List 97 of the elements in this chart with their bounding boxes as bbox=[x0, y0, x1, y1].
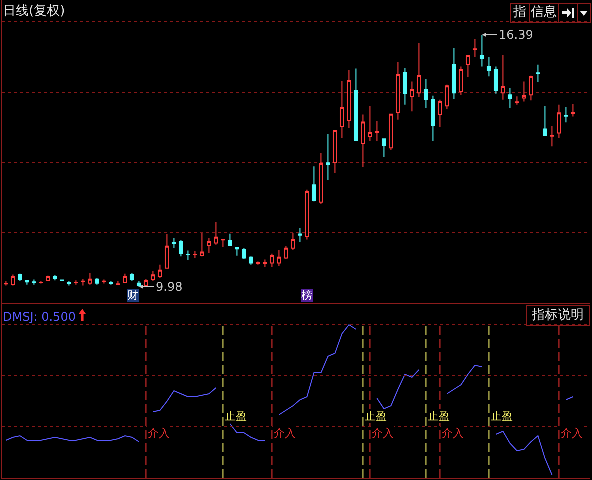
candlestick bbox=[500, 54, 506, 100]
candlestick bbox=[298, 228, 302, 243]
candlestick bbox=[52, 274, 58, 282]
candlestick bbox=[256, 261, 260, 266]
annotation: 止盈 bbox=[491, 410, 513, 423]
candlestick bbox=[346, 69, 352, 129]
candlestick bbox=[508, 88, 512, 109]
candlestick bbox=[542, 106, 548, 136]
candlestick bbox=[144, 278, 148, 286]
candlestick bbox=[262, 259, 268, 268]
candlestick bbox=[438, 99, 442, 128]
annotation: 介入 bbox=[274, 427, 296, 440]
candlestick bbox=[4, 280, 8, 286]
candlestick bbox=[228, 233, 232, 247]
candlestick bbox=[158, 264, 162, 279]
candlestick bbox=[550, 126, 554, 148]
candlestick bbox=[234, 247, 240, 256]
candlestick bbox=[270, 253, 274, 268]
candlestick bbox=[164, 234, 170, 269]
candlestick bbox=[326, 134, 330, 180]
candlestick bbox=[32, 279, 36, 286]
candlestick bbox=[340, 80, 344, 139]
candlestick bbox=[304, 189, 310, 240]
candlestick bbox=[248, 256, 254, 266]
candlestick bbox=[430, 95, 436, 142]
candlestick bbox=[130, 272, 134, 282]
candlestick bbox=[318, 152, 324, 204]
candlestick bbox=[186, 250, 190, 262]
annotation: 16.39 bbox=[499, 28, 534, 42]
candlestick bbox=[354, 68, 358, 142]
candlestick bbox=[556, 104, 562, 139]
candlestick bbox=[382, 138, 386, 158]
candlestick bbox=[24, 280, 30, 286]
candlestick bbox=[284, 246, 288, 260]
candlestick bbox=[46, 275, 50, 282]
candlestick bbox=[396, 62, 400, 120]
annotation: 信息 bbox=[529, 3, 559, 23]
candlestick bbox=[522, 81, 526, 102]
candlestick bbox=[402, 68, 408, 106]
candlestick bbox=[570, 104, 576, 118]
candlestick bbox=[452, 48, 456, 100]
candlestick bbox=[332, 130, 338, 174]
candlestick bbox=[122, 273, 128, 284]
candlestick bbox=[10, 274, 16, 286]
candlestick bbox=[192, 251, 198, 259]
candlestick bbox=[214, 222, 218, 246]
candlestick bbox=[108, 280, 114, 286]
annotation: 止盈 bbox=[225, 410, 247, 423]
candlestick bbox=[388, 114, 394, 152]
candlestick bbox=[424, 78, 428, 109]
candlestick bbox=[74, 280, 78, 286]
chart-title: DMSJ: 0.500 bbox=[3, 310, 76, 324]
candlestick bbox=[178, 240, 184, 258]
annotation: 介入 bbox=[442, 427, 464, 440]
candlestick bbox=[88, 272, 92, 286]
candlestick bbox=[116, 280, 120, 286]
annotation: 榜 bbox=[301, 289, 313, 302]
candlestick bbox=[528, 75, 534, 102]
candlestick bbox=[200, 232, 204, 258]
candlestick bbox=[486, 56, 492, 78]
candlestick bbox=[102, 279, 106, 284]
annotation: 财 bbox=[127, 289, 139, 302]
candlestick bbox=[564, 106, 568, 124]
candlestick bbox=[374, 120, 380, 142]
candlestick bbox=[536, 64, 540, 84]
candlestick bbox=[458, 66, 464, 96]
annotation: 介入 bbox=[372, 427, 394, 440]
chart-title: 日线(复权) bbox=[3, 4, 66, 19]
candlestick bbox=[416, 42, 422, 98]
candlestick bbox=[514, 96, 520, 106]
candlestick bbox=[466, 54, 470, 78]
candlestick bbox=[80, 278, 86, 286]
candlestick bbox=[410, 81, 414, 112]
candlestick bbox=[472, 38, 478, 58]
candlestick bbox=[220, 239, 226, 248]
annotation: 介入 bbox=[148, 427, 170, 440]
candlestick bbox=[276, 249, 282, 267]
candlestick bbox=[368, 106, 372, 142]
candlestick bbox=[38, 280, 44, 284]
candlestick bbox=[94, 278, 100, 286]
annotation: 指 bbox=[510, 3, 530, 23]
annotation: 介入 bbox=[561, 427, 583, 440]
text: 指标说明 bbox=[526, 305, 590, 326]
annotation: 止盈 bbox=[428, 410, 450, 423]
candlestick bbox=[172, 238, 176, 249]
candlestick bbox=[18, 273, 22, 282]
candlestick bbox=[312, 166, 316, 202]
annotation: 止盈 bbox=[365, 410, 387, 423]
candlestick bbox=[494, 66, 498, 94]
candlestick bbox=[150, 271, 156, 282]
candlestick bbox=[242, 248, 246, 260]
candlestick bbox=[290, 232, 296, 250]
candlestick bbox=[206, 238, 212, 254]
candlestick bbox=[66, 280, 72, 286]
candlestick bbox=[444, 84, 450, 110]
annotation: 9.98 bbox=[156, 280, 183, 294]
candlestick bbox=[360, 114, 366, 168]
